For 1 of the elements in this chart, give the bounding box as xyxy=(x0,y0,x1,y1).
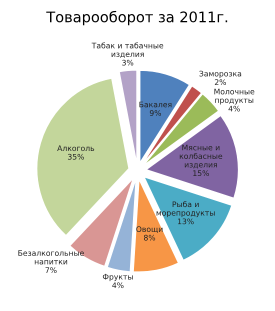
chart-title: Товарооборот за 2011г. xyxy=(46,10,228,26)
